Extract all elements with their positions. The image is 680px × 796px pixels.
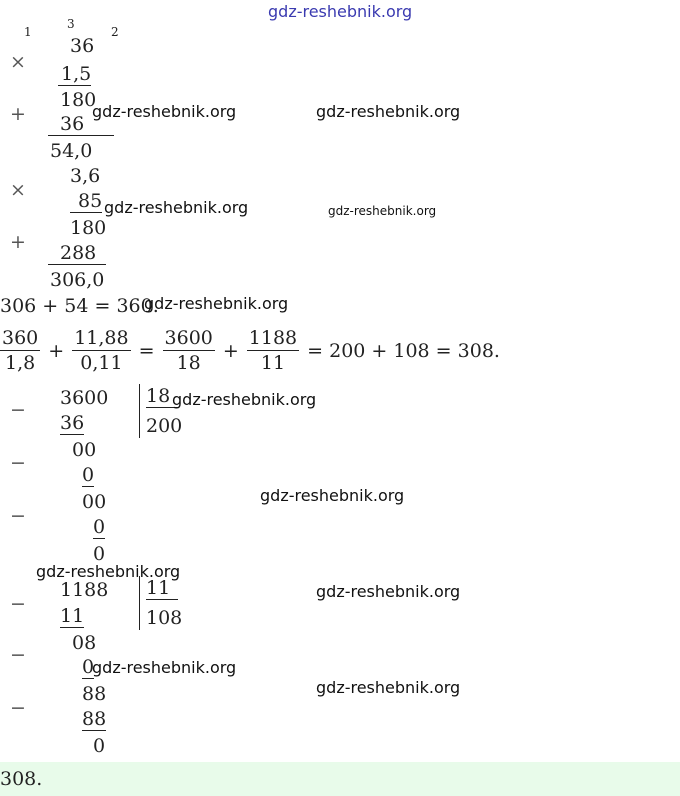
watermark: gdz-reshebnik.org bbox=[92, 102, 237, 121]
watermark: gdz-reshebnik.org bbox=[316, 582, 461, 601]
denominator: 1,8 bbox=[5, 352, 36, 374]
watermark: gdz-reshebnik.org bbox=[316, 678, 461, 697]
denominator: 0,11 bbox=[80, 352, 123, 374]
watermark: gdz-reshebnik.org bbox=[36, 562, 181, 581]
number: 3600 bbox=[60, 387, 109, 409]
watermark: gdz-reshebnik.org bbox=[92, 658, 237, 677]
number: 36 bbox=[70, 35, 95, 57]
number: 180 bbox=[60, 89, 97, 111]
denominator: 11 bbox=[260, 352, 286, 374]
sign: + bbox=[10, 231, 26, 253]
number: 36 bbox=[60, 412, 85, 435]
number: 88 bbox=[82, 683, 107, 705]
number: 1188 bbox=[60, 579, 109, 601]
sign: − bbox=[10, 697, 26, 719]
watermark: gdz-reshebnik.org bbox=[328, 204, 437, 218]
number: 88 bbox=[82, 708, 107, 731]
number: 0 bbox=[93, 735, 106, 757]
operator: + bbox=[222, 339, 239, 362]
equation: 360 1,8 + 11,88 0,11 = 3600 18 + 1188 11 = 2… bbox=[0, 326, 504, 375]
equation-rest: = 200 + 108 = 308. bbox=[307, 339, 500, 362]
number: 1,5 bbox=[58, 63, 92, 86]
sign: × bbox=[10, 179, 26, 201]
watermark: gdz-reshebnik.org bbox=[268, 2, 413, 21]
watermark: gdz-reshebnik.org bbox=[316, 102, 461, 121]
number: 54,0 bbox=[50, 140, 93, 162]
number: 3,6 bbox=[70, 165, 101, 187]
number: 36 bbox=[48, 113, 115, 136]
number: 85 bbox=[70, 190, 103, 213]
numerator: 1188 bbox=[246, 327, 300, 351]
answer-band: 308. bbox=[0, 762, 680, 796]
number: 00 bbox=[72, 439, 97, 461]
quotient: 108 bbox=[146, 607, 183, 629]
numerator: 3600 bbox=[162, 327, 215, 351]
watermark: gdz-reshebnik.org bbox=[144, 294, 289, 313]
carry: 2 bbox=[111, 25, 119, 39]
operator: = bbox=[138, 339, 155, 362]
watermark: gdz-reshebnik.org bbox=[260, 486, 405, 505]
number: 306,0 bbox=[50, 269, 105, 291]
numerator: 360 bbox=[0, 327, 41, 351]
sign: − bbox=[10, 399, 26, 421]
sum-line: 306 + 54 = 360. bbox=[0, 295, 159, 317]
number: 08 bbox=[72, 632, 97, 654]
division-bar bbox=[139, 384, 140, 438]
answer: 308. bbox=[0, 768, 43, 790]
fraction: 3600 18 bbox=[162, 326, 215, 375]
fraction: 11,88 0,11 bbox=[72, 326, 131, 375]
number: 0 bbox=[93, 543, 106, 565]
numerator: 11,88 bbox=[72, 327, 131, 351]
carry: 1 bbox=[24, 25, 32, 39]
number: 0 bbox=[93, 516, 106, 539]
division-bar bbox=[139, 576, 140, 630]
carry: 3 bbox=[67, 17, 75, 31]
number: 288 bbox=[48, 242, 107, 265]
divisor: 18 bbox=[146, 385, 179, 408]
number: 0 bbox=[82, 464, 95, 487]
sign: × bbox=[10, 51, 26, 73]
watermark: gdz-reshebnik.org bbox=[172, 390, 317, 409]
watermark: gdz-reshebnik.org bbox=[104, 198, 249, 217]
sign: − bbox=[10, 644, 26, 666]
sign: − bbox=[10, 452, 26, 474]
number: 00 bbox=[82, 491, 107, 513]
number: 11 bbox=[60, 605, 85, 628]
operator: + bbox=[48, 339, 65, 362]
number: 180 bbox=[70, 217, 107, 239]
fraction: 1188 11 bbox=[246, 326, 300, 375]
denominator: 18 bbox=[176, 352, 201, 374]
sign: − bbox=[10, 505, 26, 527]
number: 0 bbox=[82, 656, 95, 679]
quotient: 200 bbox=[146, 415, 183, 437]
fraction: 360 1,8 bbox=[0, 326, 41, 375]
divisor: 11 bbox=[146, 577, 179, 600]
sign: + bbox=[10, 103, 26, 125]
sign: − bbox=[10, 593, 26, 615]
